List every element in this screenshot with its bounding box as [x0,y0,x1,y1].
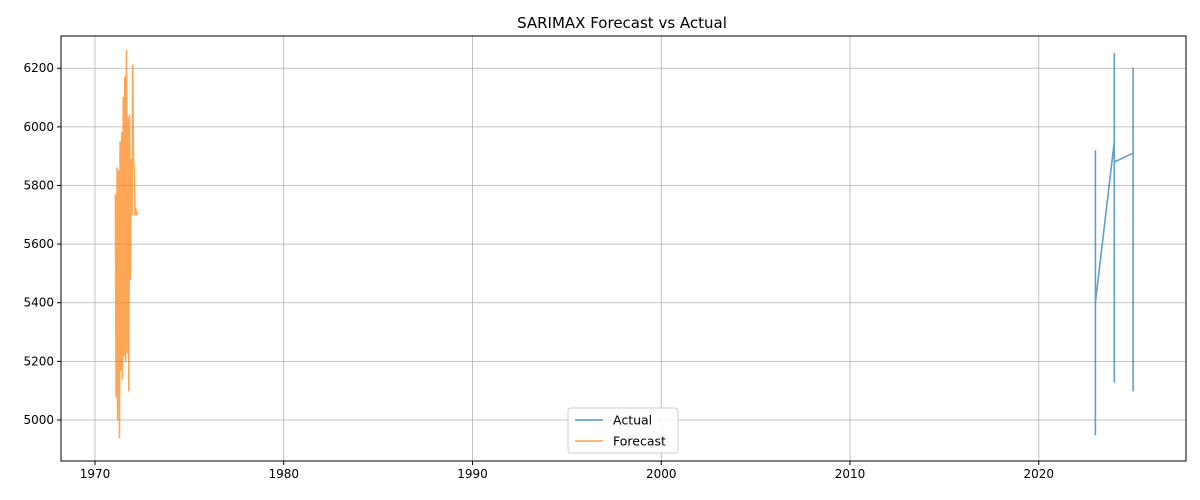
legend-label-actual: Actual [613,413,652,428]
y-tick-label: 5600 [23,237,54,251]
chart-title: SARIMAX Forecast vs Actual [517,14,727,32]
y-tick-label: 6000 [23,120,54,134]
y-axis-ticks: 5000 5200 5400 5600 5800 6000 6200 [23,61,61,427]
y-tick-label: 5400 [23,296,54,310]
series-lines [114,49,1134,439]
grid-lines [61,36,1186,461]
x-tick-label: 2010 [835,467,866,481]
y-tick-label: 5800 [23,178,54,192]
legend: Actual Forecast [567,407,679,454]
x-tick-label: 1980 [268,467,299,481]
plot-frame [60,35,1187,462]
legend-label-forecast: Forecast [613,434,666,449]
y-tick-label: 6200 [23,61,54,75]
x-tick-label: 1970 [80,467,111,481]
y-tick-label: 5000 [23,413,54,427]
series-line-forecast [114,49,139,439]
x-tick-label: 2000 [646,467,677,481]
x-axis-ticks: 1970 1980 1990 2000 2010 2020 [80,461,1054,481]
x-tick-label: 1990 [457,467,488,481]
series-line-actual [1094,52,1134,436]
x-tick-label: 2020 [1023,467,1054,481]
y-tick-label: 5200 [23,354,54,368]
